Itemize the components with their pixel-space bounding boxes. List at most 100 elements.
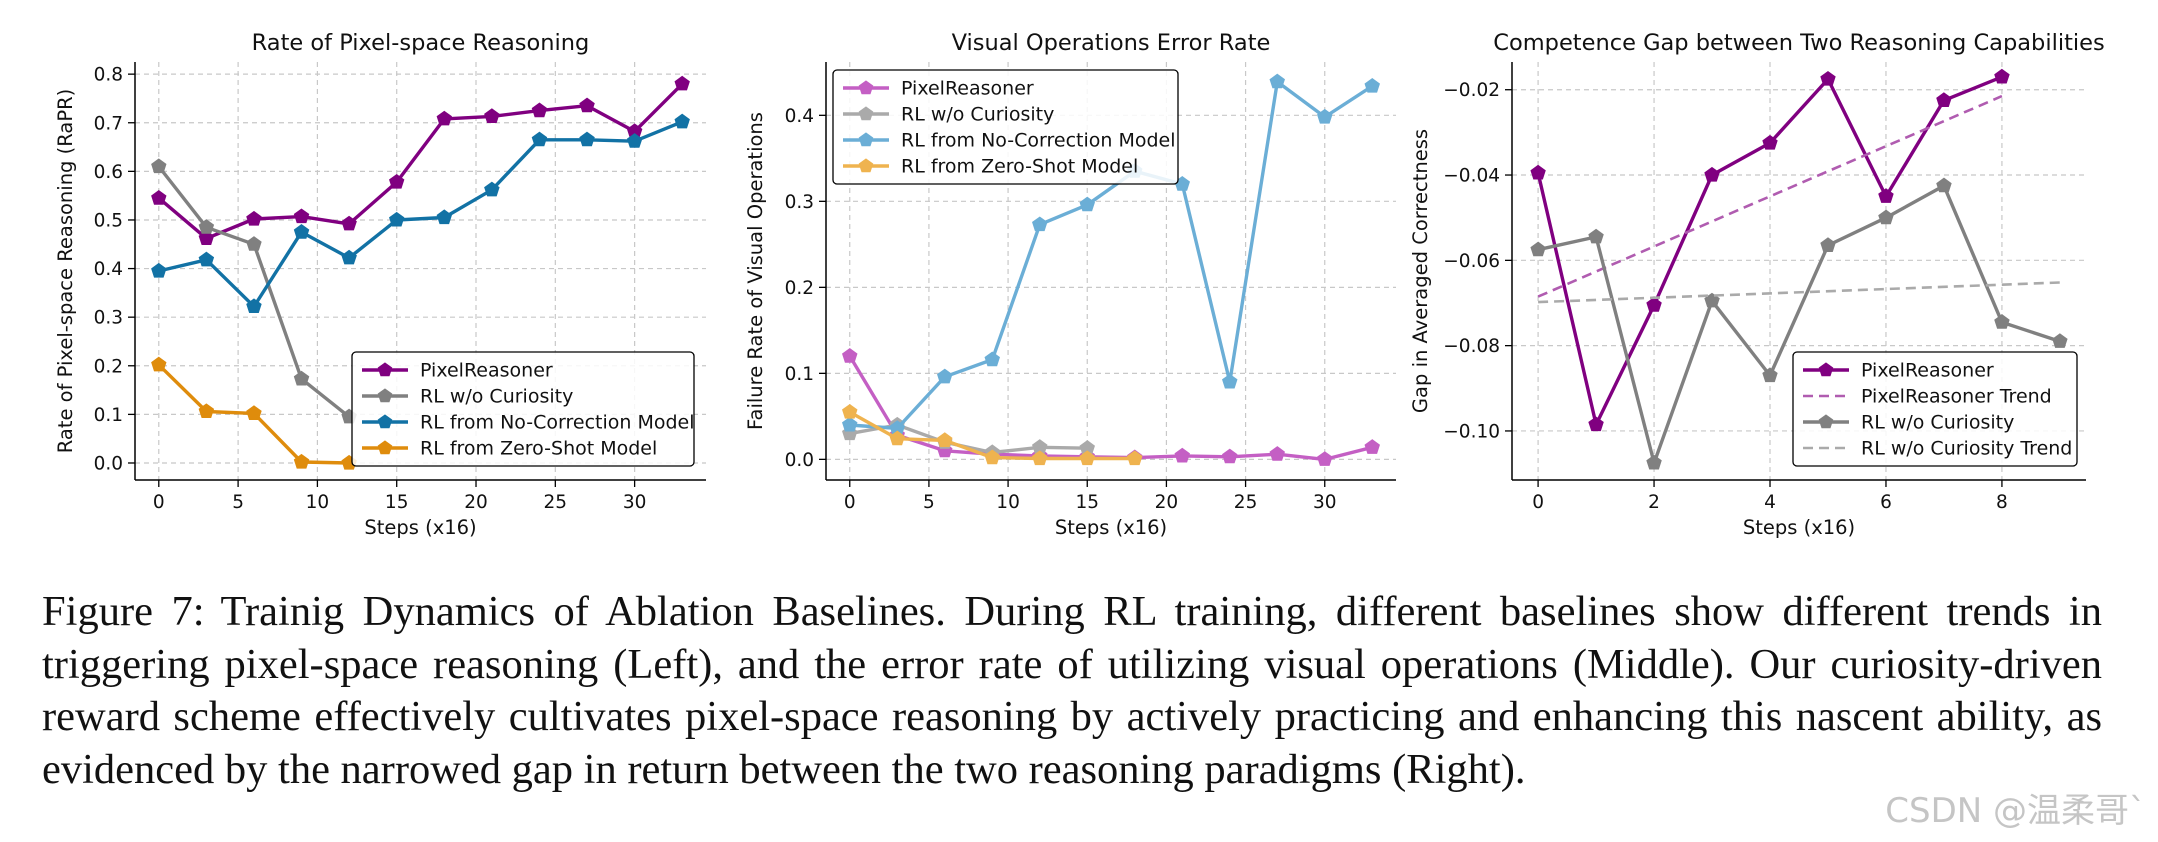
data-point bbox=[436, 110, 452, 126]
y-tick-label: 0.3 bbox=[785, 192, 814, 213]
series-line bbox=[1538, 281, 2060, 304]
data-point bbox=[293, 208, 310, 224]
data-point bbox=[246, 210, 262, 226]
data-point bbox=[579, 131, 595, 147]
legend: PixelReasoner RL w/o Curiosity RL from No-… bbox=[351, 351, 695, 467]
chart-panel-2: 0 5 10 15 20 25 30 0.0 0.1 0.2 0.3 0.4 Visual Operat… bbox=[744, 30, 1396, 539]
data-point bbox=[436, 209, 452, 225]
data-point bbox=[1269, 73, 1285, 89]
x-tick-label: 5 bbox=[923, 492, 935, 513]
x-axis-label: Steps (x16) bbox=[364, 516, 476, 539]
data-point bbox=[1588, 228, 1604, 244]
series-3 bbox=[842, 73, 1380, 435]
chart-title: Competence Gap between Two Reasoning Cap… bbox=[1493, 30, 2104, 56]
data-point bbox=[579, 97, 595, 113]
legend-entry: PixelReasoner bbox=[901, 78, 1034, 100]
y-tick-label: 0.3 bbox=[94, 308, 123, 329]
data-point bbox=[842, 416, 858, 432]
x-tick-label: 30 bbox=[1313, 492, 1337, 513]
data-point bbox=[531, 102, 548, 118]
x-tick-label: 10 bbox=[996, 492, 1020, 513]
y-axis-label: Rate of Pixel-space Reasoning (RaPR) bbox=[54, 89, 77, 453]
data-point bbox=[151, 189, 167, 205]
data-point bbox=[1530, 241, 1546, 257]
legend-marker bbox=[858, 158, 874, 173]
y-tick-label: −0.02 bbox=[1443, 80, 1500, 101]
x-tick-label: 20 bbox=[1155, 492, 1179, 513]
y-axis-label: Gap in Averaged Correctness bbox=[1409, 129, 1432, 413]
y-tick-label: 0.2 bbox=[785, 278, 814, 299]
y-tick-label: 0.6 bbox=[94, 162, 123, 183]
legend-entry: PixelReasoner bbox=[420, 360, 553, 382]
legend-marker bbox=[377, 440, 393, 455]
data-point bbox=[531, 131, 548, 147]
legend-entry: RL from No-Correction Model bbox=[420, 412, 695, 434]
data-point bbox=[1878, 209, 1894, 225]
data-point bbox=[1269, 446, 1285, 461]
x-tick-label: 30 bbox=[623, 492, 647, 513]
y-tick-label: −0.06 bbox=[1443, 251, 1500, 272]
data-point bbox=[1032, 450, 1048, 466]
data-point bbox=[293, 453, 310, 469]
x-tick-label: 10 bbox=[306, 492, 330, 513]
y-tick-label: 0.5 bbox=[94, 210, 123, 231]
x-tick-label: 15 bbox=[385, 492, 409, 513]
series-line bbox=[1537, 94, 2003, 298]
data-point bbox=[1704, 166, 1720, 182]
data-point bbox=[626, 133, 643, 148]
series-1 bbox=[842, 347, 1380, 466]
data-point bbox=[1127, 450, 1143, 466]
data-point bbox=[1878, 188, 1894, 203]
data-point bbox=[151, 158, 167, 174]
x-tick-label: 0 bbox=[1532, 492, 1544, 513]
data-point bbox=[389, 173, 405, 189]
legend-marker bbox=[377, 362, 393, 377]
data-point bbox=[1646, 296, 1662, 312]
legend-marker bbox=[377, 414, 393, 429]
data-point bbox=[151, 356, 167, 372]
data-point bbox=[484, 181, 500, 197]
y-tick-label: −0.10 bbox=[1443, 421, 1500, 442]
legend: PixelReasoner RL w/o Curiosity RL from No-… bbox=[832, 69, 1179, 185]
data-point bbox=[1936, 92, 1952, 107]
x-tick-label: 15 bbox=[1075, 492, 1099, 513]
data-point bbox=[1994, 314, 2010, 329]
data-point bbox=[1222, 448, 1238, 464]
data-point bbox=[151, 262, 167, 278]
y-tick-label: 0.1 bbox=[785, 364, 814, 385]
series-line bbox=[157, 82, 684, 241]
series-line bbox=[848, 355, 1373, 462]
x-tick-label: 0 bbox=[153, 492, 165, 513]
series-4 bbox=[151, 356, 357, 470]
series-2 bbox=[1537, 94, 2003, 298]
legend-entry: RL w/o Curiosity bbox=[1861, 412, 2014, 434]
legend-box bbox=[1792, 351, 2078, 467]
y-tick-label: 0.4 bbox=[94, 259, 123, 280]
legend-box bbox=[832, 69, 1179, 185]
legend-box bbox=[351, 351, 695, 467]
data-point bbox=[842, 347, 858, 363]
watermark: CSDN @温柔哥ˋ bbox=[1885, 791, 2146, 831]
data-point bbox=[389, 211, 405, 227]
chart-title: Visual Operations Error Rate bbox=[952, 30, 1271, 56]
chart-panel-3: 0 2 4 6 8 −0.10 −0.08 −0.06 −0.04 −0.02 Competence… bbox=[1409, 30, 2105, 539]
figure-charts: 0 5 10 15 20 25 300.00.10.20.30.40.50.60.70.8R… bbox=[54, 30, 2105, 539]
y-tick-label: 0.0 bbox=[785, 450, 814, 471]
y-tick-label: 0.4 bbox=[785, 106, 814, 127]
data-point bbox=[1079, 196, 1095, 212]
legend-entry: RL w/o Curiosity bbox=[420, 386, 573, 408]
x-tick-label: 20 bbox=[464, 492, 488, 513]
chart-title: Rate of Pixel-space Reasoning bbox=[252, 30, 590, 56]
data-point bbox=[889, 430, 905, 446]
y-tick-label: 0.1 bbox=[94, 405, 123, 426]
y-tick-label: 0.2 bbox=[94, 356, 123, 377]
data-point bbox=[2052, 333, 2068, 348]
legend-entry: PixelReasoner bbox=[1861, 360, 1994, 382]
series-4 bbox=[1538, 281, 2060, 304]
x-tick-label: 0 bbox=[844, 492, 856, 513]
data-point bbox=[1704, 292, 1720, 308]
data-point bbox=[1936, 177, 1952, 193]
data-point bbox=[674, 75, 690, 91]
data-point bbox=[1364, 439, 1380, 454]
x-axis-label: Steps (x16) bbox=[1743, 516, 1855, 539]
